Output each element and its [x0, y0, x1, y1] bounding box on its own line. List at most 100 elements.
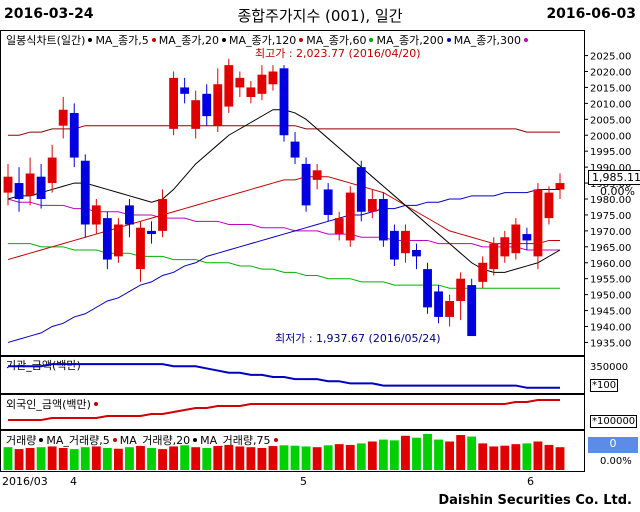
volume-bar	[489, 446, 499, 470]
candle-body	[257, 74, 267, 94]
candle-body	[3, 176, 13, 193]
footer-credit: Daishin Securities Co. Ltd.	[438, 493, 632, 508]
candle-body	[389, 230, 399, 260]
volume-legend-item: MA_거래량,75	[200, 434, 280, 447]
candle-body	[224, 65, 234, 107]
price-legend-item: MA_종가,120	[229, 34, 306, 47]
volume-bar	[434, 439, 443, 470]
volume-bar	[445, 441, 455, 470]
candle-body	[202, 93, 212, 117]
candle-body	[555, 183, 565, 190]
volume-legend: 거래량 MA_거래량,5 MA_거래량,20 MA_거래량,75	[6, 432, 281, 448]
volume-bar	[180, 445, 190, 470]
volume-legend-label: MA_거래량,75	[200, 434, 271, 447]
volume-bar	[69, 449, 79, 470]
volume-bar	[334, 444, 344, 470]
candle-body	[147, 230, 156, 235]
candle-body	[213, 84, 223, 126]
candle-body	[191, 100, 201, 129]
current-value: 1,985.11	[588, 170, 640, 185]
volume-bar	[113, 448, 123, 470]
institution-tick: 350000	[590, 362, 629, 373]
volume-legend-dot	[193, 438, 198, 442]
price-legend-label: MA_종가,5	[95, 34, 149, 47]
price-panel[interactable]	[0, 30, 585, 356]
y-tick-label: 1975.00	[590, 211, 631, 222]
candle-body	[102, 218, 112, 260]
candle-body	[367, 199, 377, 212]
y-tick-label: 2005.00	[590, 115, 631, 126]
volume-bar	[544, 444, 554, 470]
institution-scale: *100	[590, 379, 619, 392]
candle-body	[334, 218, 344, 235]
candle-body	[80, 160, 90, 225]
volume-bar	[246, 447, 256, 470]
candle-body	[180, 87, 190, 94]
volume-legend-item: MA_거래량,20	[120, 434, 200, 447]
y-tick-label: 2000.00	[590, 131, 631, 142]
volume-bar	[533, 441, 543, 470]
volume-bar	[3, 447, 13, 470]
volume-bar	[158, 449, 167, 470]
y-tick-label: 1970.00	[590, 227, 631, 238]
volume-bar	[467, 436, 477, 470]
volume-bar	[191, 447, 201, 470]
candle-body	[423, 269, 432, 308]
candle-body	[113, 224, 123, 257]
foreign-line	[8, 399, 560, 421]
ma200-line	[7, 188, 560, 343]
y-tick-label: 2025.00	[590, 52, 631, 63]
foreign-legend: 외국인_금액(백만)	[6, 396, 101, 412]
candle-body	[290, 141, 300, 158]
volume-bar	[147, 447, 156, 470]
candle-body	[136, 227, 145, 270]
low-annotation: 최저가 : 1,937.67 (2016/05/24)	[275, 332, 441, 345]
price-legend-dot	[221, 38, 226, 42]
volume-bar	[456, 435, 466, 470]
volume-bar	[378, 439, 388, 470]
candle-body	[445, 301, 455, 317]
volume-bar	[136, 446, 145, 470]
x-label-month-3: 2016/03	[2, 475, 48, 488]
y-tick-label: 2015.00	[590, 83, 631, 94]
volume-bar	[125, 447, 134, 470]
price-legend-dot	[299, 38, 304, 42]
volume-bar	[80, 447, 90, 470]
institution-panel[interactable]	[0, 356, 585, 394]
candle-body	[489, 243, 499, 270]
candle-body	[169, 77, 179, 129]
volume-panel[interactable]	[0, 430, 585, 472]
candle-body	[58, 109, 68, 126]
volume-bar	[389, 440, 399, 470]
volume-legend-dot	[273, 438, 278, 442]
volume-bar	[367, 441, 377, 470]
volume-bar	[478, 443, 488, 470]
high-annotation: 최고가 : 2,023.77 (2016/04/20)	[255, 47, 421, 60]
candle-body	[301, 163, 311, 206]
candle-body	[356, 167, 366, 212]
candle-body	[378, 199, 388, 241]
candle-body	[478, 262, 488, 282]
volume-bar	[25, 447, 35, 470]
end-date: 2016-06-03	[546, 6, 636, 22]
candle-body	[235, 77, 245, 88]
price-legend-dot	[369, 38, 374, 42]
volume-bar	[401, 435, 410, 470]
volume-legend-label: MA_거래량,5	[46, 434, 110, 447]
price-legend-label: 일봉식차트(일간)	[6, 34, 86, 47]
foreign-panel[interactable]	[0, 394, 585, 430]
price-legend-dot	[446, 38, 451, 42]
volume-legend-dot	[112, 438, 117, 442]
current-change: 0.00%	[600, 185, 635, 198]
volume-legend-label: MA_거래량,20	[119, 434, 191, 447]
start-date: 2016-03-24	[4, 6, 94, 22]
y-tick-label: 1950.00	[590, 291, 631, 302]
price-legend-label: MA_종가,20	[158, 34, 219, 47]
foreign-scale: *100000	[590, 415, 638, 428]
foreign-legend-label: 외국인_금액(백만)	[6, 398, 91, 411]
y-tick-label: 2020.00	[590, 68, 631, 79]
candle-body	[533, 189, 543, 257]
price-legend-item: 일봉식차트(일간)	[6, 34, 95, 47]
volume-bar	[102, 447, 112, 470]
volume-bar	[169, 446, 179, 470]
